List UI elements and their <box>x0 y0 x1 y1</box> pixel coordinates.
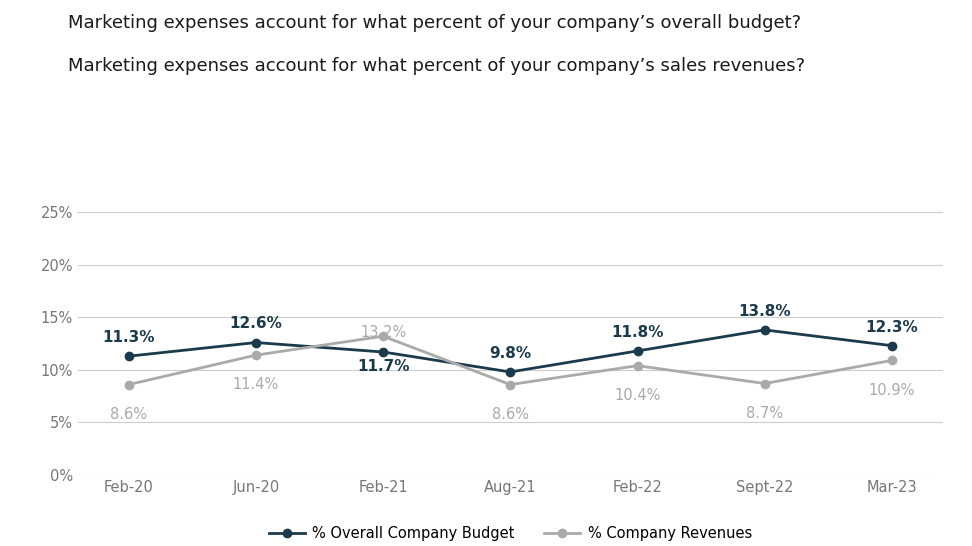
Text: 9.8%: 9.8% <box>489 346 532 361</box>
Text: 8.7%: 8.7% <box>746 406 783 421</box>
Text: 13.2%: 13.2% <box>360 325 406 340</box>
Text: 13.8%: 13.8% <box>739 304 791 319</box>
Text: Marketing expenses account for what percent of your company’s overall budget?: Marketing expenses account for what perc… <box>68 14 801 32</box>
Legend: % Overall Company Budget, % Company Revenues: % Overall Company Budget, % Company Reve… <box>262 520 758 546</box>
Text: 10.4%: 10.4% <box>614 388 661 403</box>
Text: 11.7%: 11.7% <box>357 359 409 374</box>
Text: 12.3%: 12.3% <box>866 319 919 335</box>
Text: 11.8%: 11.8% <box>611 325 664 340</box>
Text: 12.6%: 12.6% <box>229 317 282 331</box>
Text: 11.4%: 11.4% <box>232 377 279 393</box>
Text: Marketing expenses account for what percent of your company’s sales revenues?: Marketing expenses account for what perc… <box>68 57 805 75</box>
Text: 8.6%: 8.6% <box>110 407 147 422</box>
Text: 10.9%: 10.9% <box>869 383 916 397</box>
Text: 8.6%: 8.6% <box>492 407 529 422</box>
Text: 11.3%: 11.3% <box>102 330 155 345</box>
